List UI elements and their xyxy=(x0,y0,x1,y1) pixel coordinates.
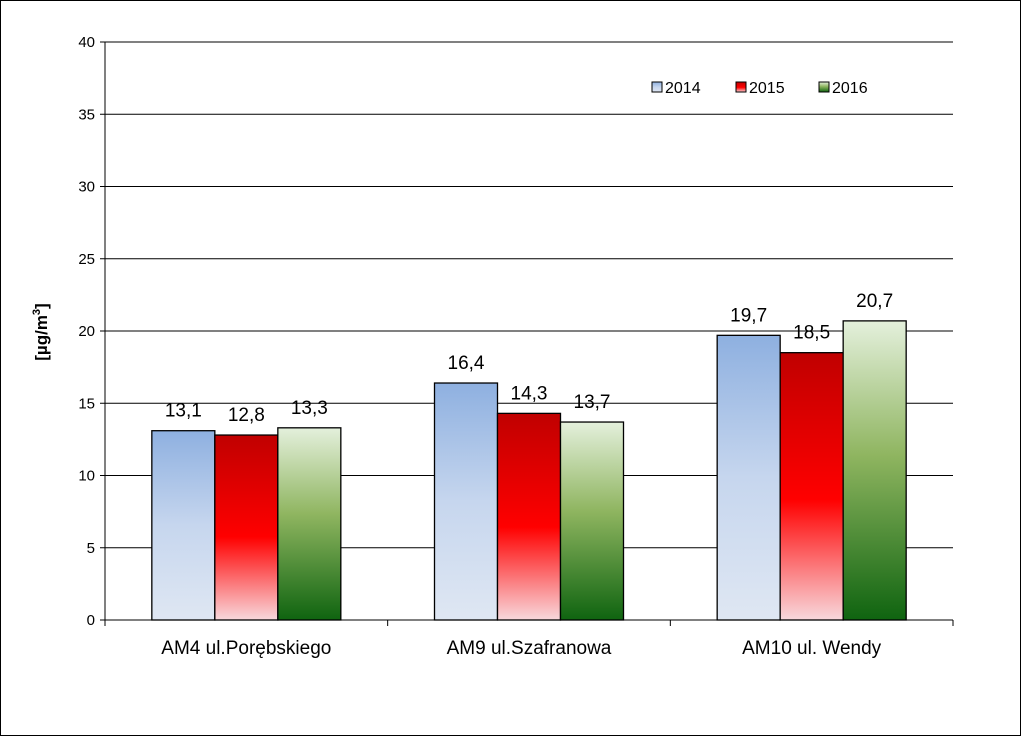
y-tick-label: 5 xyxy=(87,540,95,557)
y-tick-label: 40 xyxy=(78,34,95,51)
bar-2015-3 xyxy=(779,352,844,621)
bar-2016-1 xyxy=(277,427,342,621)
y-tick-label: 10 xyxy=(78,468,95,485)
legend-label-2016: 2016 xyxy=(832,80,868,97)
data-label-2014: 19,7 xyxy=(730,305,767,326)
bar-2014-2 xyxy=(433,382,499,621)
legend-label-2014: 2014 xyxy=(665,80,701,97)
y-tick-label: 20 xyxy=(78,323,95,340)
y-axis-label-sup: 3 xyxy=(31,309,43,315)
y-axis-label-main: [µg/m xyxy=(32,315,51,361)
y-tick-label: 35 xyxy=(78,106,95,123)
bar-2016-2 xyxy=(559,421,625,621)
category-label: AM9 ul.Szafranowa xyxy=(447,638,612,659)
data-label-2016: 13,3 xyxy=(291,398,328,419)
legend-label-2015: 2015 xyxy=(749,80,785,97)
data-label-2015: 18,5 xyxy=(793,323,830,344)
data-label-2014: 16,4 xyxy=(448,353,485,374)
legend-swatch-2014 xyxy=(651,81,663,93)
y-tick-label: 0 xyxy=(87,612,95,629)
legend-swatch-2015 xyxy=(735,81,747,93)
data-label-2016: 13,7 xyxy=(574,392,611,413)
category-label: AM4 ul.Porębskiego xyxy=(161,638,331,659)
legend-swatch-2016 xyxy=(818,81,830,93)
y-tick-label: 30 xyxy=(78,179,95,196)
y-tick-label: 15 xyxy=(78,395,95,412)
data-label-2014: 13,1 xyxy=(165,401,202,422)
y-axis-label: [µg/m3] xyxy=(31,303,51,360)
data-label-2015: 14,3 xyxy=(511,383,548,404)
category-label: AM10 ul. Wendy xyxy=(742,638,882,659)
bar-2014-3 xyxy=(716,334,781,621)
bar-2015-1 xyxy=(214,434,279,621)
data-label-2016: 20,7 xyxy=(856,291,893,312)
data-label-2015: 12,8 xyxy=(228,405,265,426)
y-axis-label-close: ] xyxy=(32,303,51,309)
y-tick-label: 25 xyxy=(78,251,95,268)
bar-2016-3 xyxy=(842,320,907,621)
bar-2014-1 xyxy=(151,430,216,621)
bar-2015-2 xyxy=(496,412,562,621)
